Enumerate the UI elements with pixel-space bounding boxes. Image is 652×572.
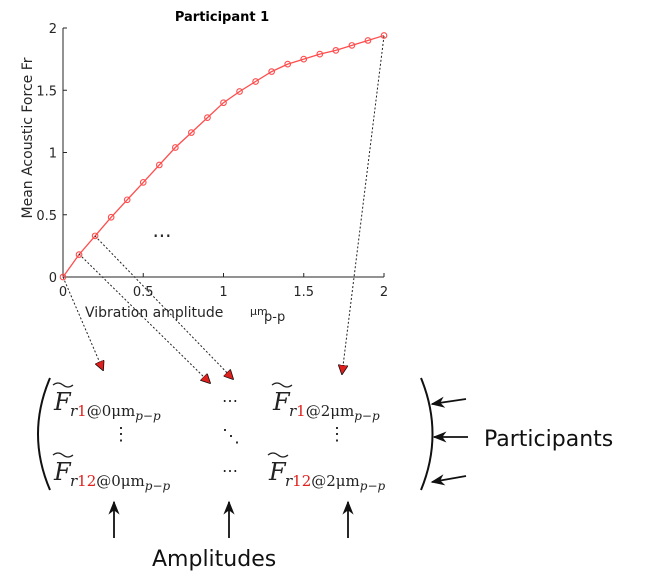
subscript-amplitude: @0μm [96,472,145,490]
svg-text:r1@2μmp−p: r1@2μmp−p [289,402,380,423]
force-symbol: F [272,388,291,416]
participant-number: 12 [77,472,96,490]
force-symbol: F [268,458,287,486]
x-tick-label: 2 [380,285,388,300]
chart-title: Participant 1 [175,10,269,25]
matrix: F r1@0μmp−p ⋯ F r1@2μmp−p ⋮ ⋱ ⋮ F r12@0μ… [37,377,434,493]
matrix-hdots-r3: ⋯ [222,461,238,480]
svg-text:r12@0μmp−p: r12@0μmp−p [70,472,171,493]
amplitudes-annotation [108,500,354,538]
participants-label: Participants [484,427,613,452]
x-axis-label-text: Vibration amplitude [85,305,223,321]
x-axis-label: Vibration amplitude μm p-p [85,305,285,325]
data-point [252,78,259,85]
participant-number: 1 [296,402,306,420]
subscript-r: r [70,472,78,490]
subscript-r: r [70,402,78,420]
data-point [107,213,115,221]
series-line [59,32,388,281]
matrix-entry-r1c1: F r1@0μmp−p [52,382,161,423]
tilde-mark [271,382,293,388]
data-point [75,251,83,258]
force-symbol: F [53,458,72,486]
axes [62,28,384,278]
participants-annotation [430,396,468,486]
y-tick-label: 1 [49,147,57,162]
matrix-hdots-r1: ⋯ [222,391,238,410]
connector-arrow-0.2 [94,235,233,379]
data-point [364,37,372,44]
data-point [236,88,243,95]
connector-arrow-0 [62,276,103,370]
matrix-entry-r1c3: F r1@2μmp−p [271,382,380,423]
tilde-mark [267,452,289,458]
subscript-amplitude: @0μm [87,402,136,420]
data-point [316,50,324,58]
x-axis-label-unit: μm [250,305,268,318]
data-point [123,196,131,204]
force-symbol: F [53,388,72,416]
amplitudes-label: Amplitudes [152,547,276,572]
chart: Participant 1 0 0.5 1 1.5 2 0 0.5 1 1.5 2 ... Me… [20,10,388,325]
data-point [332,47,340,54]
subscript-pp: p−p [145,479,171,493]
subscript-amplitude: @2μm [311,472,360,490]
ellipsis-label: ... [152,218,171,242]
y-tick-label: 0 [49,271,57,286]
data-point [59,273,67,281]
connector-arrow-0.1 [78,253,210,383]
matrix-ddots: ⋱ [222,426,240,447]
y-tick-label: 1.5 [36,84,57,99]
matrix-vdots-c3: ⋮ [328,424,346,445]
subscript-amplitude: @2μm [306,402,355,420]
connector-arrows [62,35,385,383]
tilde-mark [52,382,74,388]
data-point [284,60,292,68]
svg-text:r1@0μmp−p: r1@0μmp−p [70,402,161,423]
data-point [204,114,211,121]
y-axis-label: Mean Acoustic Force Fr [20,57,36,218]
participant-number: 1 [77,402,87,420]
subscript-r: r [289,402,297,420]
subscript-pp: p−p [135,409,161,423]
participant-arrow-3 [430,474,467,486]
data-point [348,42,356,49]
y-tick-label: 0.5 [36,209,57,224]
connector-arrow-2 [342,35,385,374]
data-point [268,68,276,75]
participant-number: 12 [292,472,311,490]
subscript-pp: p−p [360,479,386,493]
svg-text:r12@2μmp−p: r12@2μmp−p [285,472,386,493]
data-point [155,161,163,169]
x-tick-label: 0.5 [133,285,154,300]
x-tick-label: 0 [59,285,67,300]
y-ticks: 0 0.5 1 1.5 2 [36,22,67,286]
x-tick-label: 1.5 [293,285,314,300]
y-tick-label: 2 [49,22,57,37]
data-point [300,55,308,63]
series-path [62,34,385,278]
data-point [172,144,179,151]
x-ticks: 0 0.5 1 1.5 2 [59,273,388,300]
data-point [380,32,388,39]
data-point [91,232,99,240]
subscript-pp: p−p [354,409,380,423]
x-axis-label-unit-sub: p-p [264,310,285,325]
matrix-entry-r3c1: F r12@0μmp−p [52,452,171,493]
participant-arrow-1 [430,396,467,408]
subscript-r: r [285,472,293,490]
data-point [220,99,227,107]
matrix-vdots-c1: ⋮ [112,424,130,445]
data-point [139,179,147,186]
tilde-mark [52,452,74,458]
matrix-entry-r3c3: F r12@2μmp−p [267,452,386,493]
left-paren [37,377,51,491]
x-tick-label: 1 [219,285,227,300]
data-point [188,129,195,136]
right-paren [420,377,434,491]
